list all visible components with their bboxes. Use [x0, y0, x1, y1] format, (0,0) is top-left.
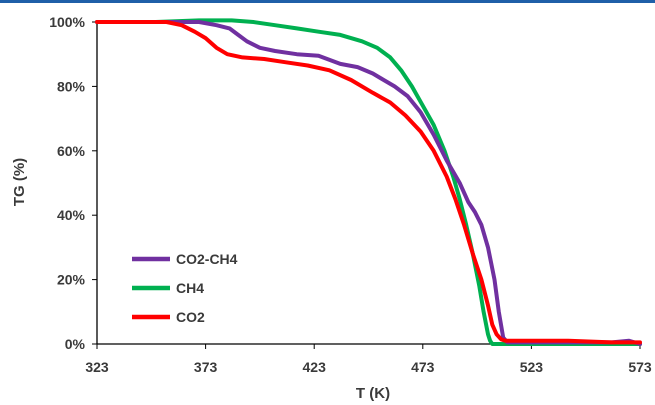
header-rule [0, 0, 655, 3]
legend-label: CO2 [176, 309, 205, 325]
x-axis-ticks: 323 373 423 473 523 573 [85, 344, 652, 375]
series-line-co2 [95, 20, 642, 345]
y-tick-label: 80% [57, 78, 86, 94]
y-axis-ticks: 0% 20% 40% 60% 80% 100% [49, 14, 97, 352]
y-axis-label: TG (%) [11, 158, 28, 206]
y-tick-label: 60% [57, 143, 86, 159]
y-tick-label: 0% [65, 336, 86, 352]
legend-label: CO2-CH4 [176, 251, 238, 267]
x-tick-label: 373 [194, 359, 218, 375]
x-tick-label: 523 [520, 359, 544, 375]
x-tick-label: 473 [411, 359, 435, 375]
y-tick-label: 40% [57, 207, 86, 223]
x-tick-label: 423 [303, 359, 327, 375]
x-tick-label: 323 [85, 359, 109, 375]
x-tick-label: 573 [628, 359, 652, 375]
x-axis-label: T (K) [356, 385, 390, 402]
plot-area [95, 18, 642, 346]
legend-label: CH4 [176, 280, 204, 296]
y-tick-label: 20% [57, 272, 86, 288]
series-line-ch4 [95, 18, 642, 346]
y-tick-label: 100% [49, 14, 85, 30]
legend: CO2-CH4 CH4 CO2 [132, 251, 238, 325]
